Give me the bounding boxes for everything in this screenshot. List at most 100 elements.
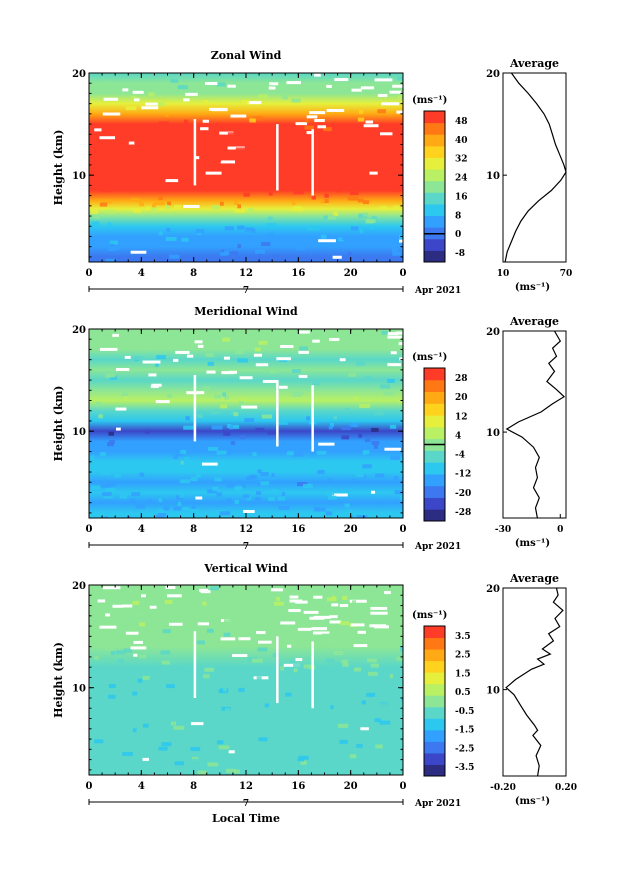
field-cell bbox=[259, 481, 270, 486]
data-gap-column bbox=[311, 129, 314, 196]
colorbar-cell bbox=[424, 718, 445, 731]
data-gap bbox=[350, 623, 365, 627]
field-cell bbox=[134, 355, 144, 360]
field-cell bbox=[224, 395, 229, 400]
data-gap bbox=[329, 620, 342, 624]
field-cell bbox=[223, 632, 231, 637]
data-gap bbox=[202, 119, 209, 123]
field-cell bbox=[124, 255, 131, 260]
data-gap bbox=[360, 86, 375, 90]
data-gap bbox=[331, 603, 339, 607]
field-cell bbox=[315, 507, 326, 512]
field-cell bbox=[392, 136, 403, 141]
field-cell bbox=[304, 125, 314, 130]
field-cell bbox=[347, 252, 352, 257]
field-cell bbox=[224, 708, 231, 713]
field-cell bbox=[210, 136, 220, 141]
field-cell bbox=[351, 479, 358, 484]
field-cell bbox=[223, 431, 231, 436]
colorbar-cell bbox=[424, 145, 445, 158]
field-cell bbox=[190, 747, 201, 752]
x-tick-label: 8 bbox=[190, 524, 197, 535]
field-cell bbox=[353, 667, 362, 672]
field-cell bbox=[207, 84, 217, 89]
field-cell bbox=[142, 723, 149, 728]
colorbar-cell bbox=[424, 706, 445, 719]
field-cell bbox=[212, 177, 222, 182]
data-gap bbox=[365, 120, 374, 124]
data-gap-column bbox=[276, 636, 279, 704]
field-cell bbox=[203, 386, 211, 391]
field-cell bbox=[274, 185, 278, 190]
average-profile-line bbox=[505, 330, 566, 519]
average-y-tick-label: 10 bbox=[486, 428, 500, 439]
average-y-tick-label: 20 bbox=[486, 327, 500, 338]
data-gap bbox=[392, 84, 403, 88]
colorbar-tick-label: -3.5 bbox=[455, 763, 474, 773]
field-cell bbox=[258, 253, 262, 258]
data-gap bbox=[239, 376, 253, 380]
field-cell bbox=[153, 201, 165, 206]
field-cell bbox=[350, 226, 359, 231]
field-cell bbox=[136, 260, 141, 262]
field-cell bbox=[170, 78, 179, 83]
field-cell bbox=[155, 362, 159, 367]
average-x-label: (ms⁻¹) bbox=[515, 538, 550, 549]
field-cell bbox=[160, 444, 168, 449]
data-gap bbox=[243, 509, 255, 513]
field-cell bbox=[304, 701, 315, 706]
colorbar-cell bbox=[424, 752, 445, 765]
data-gap bbox=[133, 653, 138, 657]
field-cell bbox=[138, 654, 147, 659]
data-gap bbox=[311, 627, 328, 631]
data-gap bbox=[253, 353, 263, 357]
field-cell bbox=[324, 175, 329, 180]
field-cell bbox=[226, 483, 236, 488]
field-cell bbox=[158, 498, 163, 503]
data-gap bbox=[175, 350, 190, 354]
field-cell bbox=[352, 600, 356, 605]
field-cell bbox=[327, 478, 334, 483]
colorbar-cell bbox=[424, 215, 445, 228]
colorbar-cell bbox=[424, 157, 445, 170]
field-cell bbox=[340, 662, 349, 667]
field-cell bbox=[312, 591, 317, 596]
field-cell bbox=[396, 656, 403, 661]
field-cell bbox=[240, 435, 246, 440]
field-cell bbox=[241, 161, 249, 166]
field-cell bbox=[377, 703, 388, 708]
field-cell bbox=[248, 208, 254, 213]
field-cell bbox=[297, 482, 308, 487]
x-tick-label: 20 bbox=[344, 524, 358, 535]
colorbar-cell bbox=[424, 695, 445, 708]
field-cell bbox=[108, 694, 116, 699]
field-cell bbox=[361, 700, 367, 705]
colorbar-unit: (ms⁻¹) bbox=[412, 95, 447, 106]
data-gap bbox=[303, 610, 319, 614]
field-cell bbox=[402, 433, 403, 438]
data-gap bbox=[399, 357, 403, 361]
data-gap bbox=[116, 427, 121, 431]
field-cell bbox=[128, 696, 138, 701]
colorbar-cell bbox=[424, 462, 445, 475]
field-cell bbox=[353, 470, 364, 475]
field-cell bbox=[314, 689, 320, 694]
field-cell bbox=[291, 369, 301, 374]
field-cell bbox=[326, 491, 335, 496]
field-cell bbox=[244, 418, 255, 423]
field-cell bbox=[162, 629, 171, 634]
field-cell bbox=[345, 666, 350, 671]
field-cell bbox=[399, 738, 403, 743]
date-label: Apr 2021 bbox=[414, 542, 461, 552]
field-cell bbox=[344, 408, 351, 413]
field-cell bbox=[246, 476, 255, 481]
average-x-tick-label: 10 bbox=[497, 269, 510, 279]
field-cell bbox=[145, 429, 150, 434]
field-cell bbox=[293, 727, 298, 732]
field-cell bbox=[293, 452, 304, 457]
field-cell bbox=[196, 413, 203, 418]
field-cell bbox=[320, 199, 325, 204]
data-gap bbox=[269, 82, 279, 86]
field-cell bbox=[136, 140, 143, 145]
data-gap bbox=[122, 604, 133, 608]
